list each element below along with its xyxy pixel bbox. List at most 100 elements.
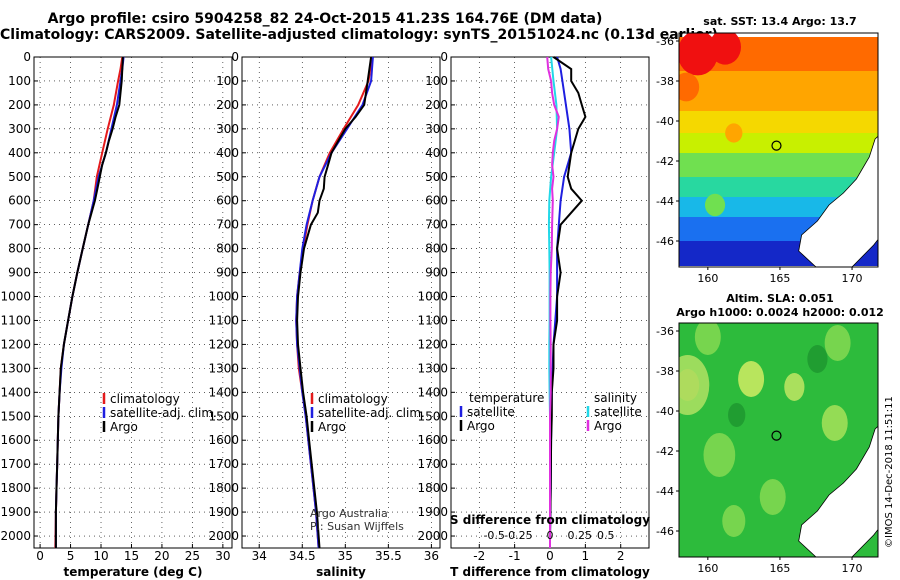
sla-map-blob <box>703 433 736 477</box>
salinity-ytick-label: 200 <box>216 98 239 112</box>
salinity-legend-label: satellite-adj. clim. <box>318 406 425 420</box>
sst-map-lat-label: -40 <box>656 115 674 128</box>
sst-map-field <box>679 33 878 267</box>
sla-map-lat-label: -36 <box>656 325 674 338</box>
salinity-ytick-label: 1600 <box>208 433 239 447</box>
sst-map-band <box>679 153 878 178</box>
difference-s-tick-label: -0.5 <box>483 529 504 542</box>
difference-ytick-label: 900 <box>425 266 448 280</box>
sst-map-lat-label: -36 <box>656 35 674 48</box>
temperature-ytick-label: 800 <box>8 242 31 256</box>
difference-line-1 <box>549 56 587 548</box>
difference-ytick-label: 1400 <box>417 385 448 399</box>
difference-legend-sal-heading: salinity <box>594 391 637 405</box>
temperature-ytick-label: 200 <box>8 98 31 112</box>
temperature-xtick-label: 25 <box>185 549 200 563</box>
sla-map-lat-label: -42 <box>656 445 674 458</box>
temperature-ytick-label: 0 <box>23 50 31 64</box>
sla-map-blob <box>821 405 848 441</box>
sst-map-patch <box>725 123 743 143</box>
difference-ytick-label: 1100 <box>417 313 448 327</box>
temperature-ytick-label: 700 <box>8 218 31 232</box>
salinity-ytick-label: 1900 <box>208 505 239 519</box>
temperature-ytick-label: 1800 <box>0 481 31 495</box>
difference-ytick-label: 800 <box>425 242 448 256</box>
sst-map-lat-label: -42 <box>656 155 674 168</box>
sla-map-blob <box>824 325 851 361</box>
salinity-ytick-label: 900 <box>216 266 239 280</box>
sst-map-lat-label: -44 <box>656 195 674 208</box>
salinity-ytick-label: 700 <box>216 218 239 232</box>
sst-map-band <box>679 133 878 154</box>
salinity-ytick-label: 1000 <box>208 290 239 304</box>
temperature-legend-label: climatology <box>110 392 180 406</box>
temperature-ytick-label: 1500 <box>0 409 31 423</box>
temperature-ytick-label: 1400 <box>0 385 31 399</box>
difference-xtick-label: -2 <box>473 549 485 563</box>
temperature-xlabel: temperature (deg C) <box>64 565 203 579</box>
difference-ytick-label: 1600 <box>417 433 448 447</box>
difference-s-tick-label: 0.25 <box>568 529 593 542</box>
temperature-line-2 <box>54 56 124 548</box>
difference-s-tick-label: -0.25 <box>504 529 532 542</box>
difference-legend-temp-heading: temperature <box>469 391 544 405</box>
salinity-ytick-label: 100 <box>216 74 239 88</box>
salinity-ytick-label: 300 <box>216 122 239 136</box>
sst-map-lon-label: 170 <box>842 272 863 285</box>
salinity-ytick-label: 1400 <box>208 385 239 399</box>
sla-map-lon-label: 165 <box>769 562 790 575</box>
salinity-ytick-label: 0 <box>231 50 239 64</box>
temperature-xtick-label: 10 <box>93 549 108 563</box>
temperature-xtick-label: 15 <box>124 549 139 563</box>
sst-map-patch <box>709 33 742 65</box>
sla-map-lat-label: -38 <box>656 365 674 378</box>
difference-xtick-label: 0 <box>546 549 554 563</box>
difference-ytick-label: 1800 <box>417 481 448 495</box>
sst-map-patch <box>679 72 700 102</box>
difference-panel: 0100200300400500600700800900100011001200… <box>417 50 650 579</box>
sst-map-patch <box>679 33 718 76</box>
difference-ytick-label: 1200 <box>417 337 448 351</box>
temperature-xtick-label: 30 <box>215 549 230 563</box>
salinity-xtick-label: 34.5 <box>289 549 316 563</box>
temperature-ytick-label: 300 <box>8 122 31 136</box>
sla-map-blob <box>694 323 721 355</box>
sla-map-title-2: Argo h1000: 0.0024 h2000: 0.012 <box>676 306 884 319</box>
temperature-ytick-label: 1700 <box>0 457 31 471</box>
sla-map-land <box>798 425 878 557</box>
salinity-ytick-label: 1300 <box>208 361 239 375</box>
difference-ytick-label: 200 <box>425 98 448 112</box>
difference-ytick-label: 300 <box>425 122 448 136</box>
sst-map-band <box>679 111 878 134</box>
salinity-panel: 0 100 200 300 400 500 600 700 800 900 1000 1100 1200… <box>208 50 441 579</box>
difference-ytick-label: 1000 <box>417 290 448 304</box>
sst-map-lon-label: 160 <box>697 272 718 285</box>
sla-map-blob <box>728 403 746 427</box>
sst-map-band <box>679 71 878 112</box>
salinity-legend-label: Argo <box>318 420 346 434</box>
salinity-ytick-label: 1700 <box>208 457 239 471</box>
temperature-legend-label: satellite-adj. clim. <box>110 406 217 420</box>
difference-ytick-label: 400 <box>425 146 448 160</box>
difference-s-tick-label: 0.5 <box>597 529 615 542</box>
temperature-ytick-label: 1900 <box>0 505 31 519</box>
sla-map-field <box>679 323 878 557</box>
sst-map-lon-label: 165 <box>769 272 790 285</box>
temperature-ytick-label: 900 <box>8 266 31 280</box>
difference-ytick-label: 1500 <box>417 409 448 423</box>
temperature-ytick-label: 500 <box>8 170 31 184</box>
difference-ytick-label: 1700 <box>417 457 448 471</box>
sla-map-blob <box>759 479 786 515</box>
salinity-xlabel: salinity <box>316 565 366 579</box>
difference-legend-temp-label: Argo <box>467 419 495 433</box>
sst-map-frame <box>678 32 879 268</box>
footer-credit: ©IMOS 14-Dec-2018 11:51:11 <box>884 396 895 548</box>
temperature-xtick-label: 0 <box>36 549 44 563</box>
salinity-line-2 <box>296 56 373 549</box>
salinity-frame <box>241 56 441 549</box>
difference-ytick-label: 600 <box>425 194 448 208</box>
temperature-ytick-label: 1200 <box>0 337 31 351</box>
salinity-xtick-label: 35.5 <box>375 549 402 563</box>
salinity-ytick-label: 1200 <box>208 337 239 351</box>
